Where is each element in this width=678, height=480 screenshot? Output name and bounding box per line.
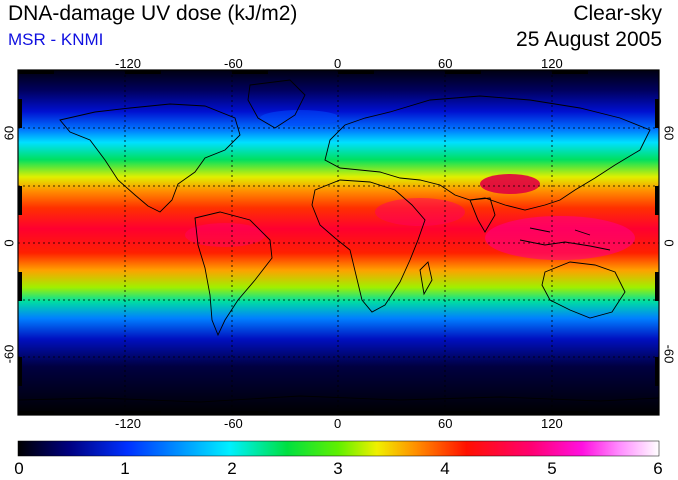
hotspot-tibet	[480, 174, 540, 194]
lon-tick-top--60: -60	[224, 56, 243, 71]
coast-eurasia	[324, 95, 651, 211]
colorbar-label-6: 6	[653, 459, 663, 478]
lat-tick-right-0: 0	[661, 239, 677, 247]
coast-australia	[541, 261, 626, 319]
lon-tick-top-60: 60	[438, 56, 453, 71]
lon-tick-bottom--120: -120	[115, 416, 142, 431]
colorbar-label-1: 1	[120, 459, 130, 478]
lon-tick-bottom--60: -60	[224, 416, 243, 431]
lat-tick-left-0: 0	[1, 239, 17, 247]
coast-africa	[311, 179, 426, 313]
hotspot-maritime-continent	[485, 216, 635, 260]
graticule	[18, 70, 659, 415]
lon-tick-bottom-0: 0	[334, 416, 342, 431]
source-label: MSR - KNMI	[8, 30, 104, 49]
colorbar-label-3: 3	[333, 459, 343, 478]
colorbar	[17, 440, 660, 457]
lat-tick-left--60: -60	[1, 344, 17, 364]
lat-tick-left-60: 60	[1, 125, 17, 141]
frame-ticks	[18, 70, 659, 415]
coastlines	[18, 79, 659, 403]
coast-north-america	[59, 103, 241, 213]
lon-tick-bottom-120: 120	[541, 416, 563, 431]
page-title: DNA-damage UV dose (kJ/m2)	[8, 2, 298, 25]
coast-greenland	[247, 79, 306, 129]
lat-tick-right-60: 60	[661, 125, 677, 141]
colorbar-label-0: 0	[14, 459, 24, 478]
sky-condition-label: Clear-sky	[573, 2, 662, 25]
coast-madagascar	[419, 261, 433, 296]
coast-india	[469, 197, 496, 233]
lon-tick-top-120: 120	[541, 56, 563, 71]
low-north-atlantic	[260, 110, 340, 126]
hotspot-amazon	[185, 223, 265, 247]
colorbar-label-5: 5	[547, 459, 557, 478]
lat-tick-right--60: -60	[661, 344, 677, 364]
hotspot-africa-arabia	[375, 198, 465, 226]
lon-tick-bottom-60: 60	[438, 416, 453, 431]
lon-tick-top-0: 0	[334, 56, 342, 71]
date-label: 25 August 2005	[516, 28, 662, 51]
coast-indonesia	[519, 227, 611, 251]
colorbar-label-4: 4	[440, 459, 450, 478]
colorbar-label-2: 2	[227, 459, 237, 478]
coast-antarctica	[18, 395, 659, 403]
lon-tick-top--120: -120	[115, 56, 142, 71]
coast-south-america	[194, 211, 273, 337]
